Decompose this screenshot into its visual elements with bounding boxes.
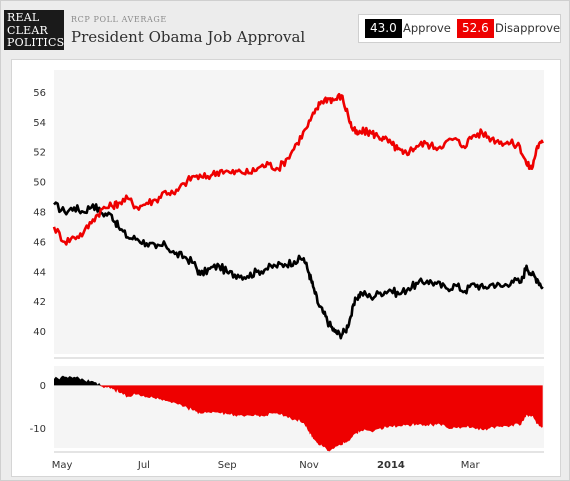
series-line-disapprove xyxy=(52,92,544,246)
logo-line-1: REAL xyxy=(7,11,40,24)
y-tick-label: 48 xyxy=(33,208,46,219)
x-tick-label: May xyxy=(52,460,73,471)
y-tick-label: 44 xyxy=(33,267,46,278)
y-tick-label: 56 xyxy=(33,88,46,99)
chart-kicker: RCP POLL AVERAGE xyxy=(71,15,167,24)
disapprove-value-badge: 52.6 xyxy=(457,19,494,38)
spread-y-tick-label: 0 xyxy=(40,381,46,392)
chart-header: REAL CLEAR POLITICS RCP POLL AVERAGE Pre… xyxy=(1,1,569,57)
x-tick-label: Nov xyxy=(299,460,319,471)
x-tick-label: Sep xyxy=(218,460,237,471)
y-tick-label: 54 xyxy=(33,118,46,129)
approve-legend-label: Approve xyxy=(403,21,451,35)
y-tick-label: 50 xyxy=(33,178,46,189)
logo-line-2: CLEAR xyxy=(7,23,48,37)
main-plot-area xyxy=(54,70,544,354)
x-tick-label: Mar xyxy=(461,460,481,471)
x-tick-label: Jul xyxy=(137,460,150,471)
chart-panel: 40 42 44 46 48 50 52 54 56 0 -10 May Jul Sep Nov 2014 Ma… xyxy=(11,59,561,477)
chart-title: President Obama Job Approval xyxy=(71,28,306,46)
rcp-logo: REAL CLEAR POLITICS xyxy=(4,10,64,50)
spread-area-negative xyxy=(54,385,543,452)
legend: 43.0 Approve 52.6 Disapprove xyxy=(358,14,561,43)
chart-svg: 40 42 44 46 48 50 52 54 56 0 -10 May Jul Sep Nov 2014 Ma… xyxy=(30,70,544,471)
spread-y-tick-label: -10 xyxy=(30,424,46,435)
y-tick-label: 40 xyxy=(33,327,46,338)
disapprove-legend-label: Disapprove xyxy=(495,21,561,35)
y-tick-label: 52 xyxy=(33,148,46,159)
approve-value-badge: 43.0 xyxy=(365,19,402,38)
y-tick-label: 46 xyxy=(33,237,46,248)
y-tick-label: 42 xyxy=(33,297,46,308)
logo-line-3: POLITICS xyxy=(7,36,65,49)
series-line-approve xyxy=(53,201,544,340)
x-tick-label: 2014 xyxy=(377,460,405,471)
